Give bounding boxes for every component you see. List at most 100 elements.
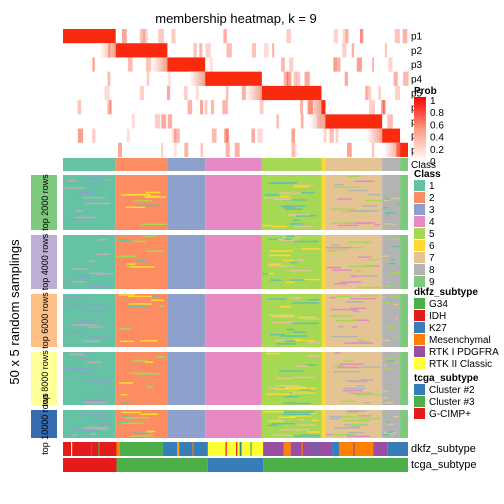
class-legend-swatch <box>414 228 425 239</box>
sampling-noise <box>384 433 393 435</box>
sampling-noise <box>293 331 306 333</box>
sampling-noise <box>85 202 111 205</box>
sampling-noise <box>286 328 295 331</box>
prob-cell <box>107 100 112 115</box>
sampling-noise <box>386 390 392 392</box>
sampling-noise <box>70 218 90 220</box>
prob-cell <box>200 142 203 157</box>
sampling-noise <box>147 430 156 433</box>
prob-cell <box>104 85 110 101</box>
sampling-noise <box>98 359 105 361</box>
sampling-block-2 <box>115 235 168 289</box>
sampling-noise <box>116 255 137 258</box>
dkfz-bar-tick <box>90 442 93 456</box>
sampling-noise <box>272 316 296 318</box>
prob-cell <box>384 43 388 58</box>
prob-cell <box>174 128 180 143</box>
sampling-noise <box>393 303 399 306</box>
sampling-noise <box>293 185 310 188</box>
sampling-noise <box>386 214 389 217</box>
sampling-noise <box>334 352 341 354</box>
sampling-noise <box>137 204 161 207</box>
sampling-noise <box>364 402 370 404</box>
sampling-noise <box>391 266 394 269</box>
sampling-noise <box>124 206 145 209</box>
sampling-noise <box>276 343 297 345</box>
prob-cell <box>351 43 355 58</box>
sampling-noise <box>337 325 344 328</box>
prob-cell <box>365 85 368 101</box>
sampling-noise <box>79 263 102 265</box>
sampling-noise <box>118 294 135 296</box>
tcga-legend-label: G-CIMP+ <box>429 409 471 420</box>
sampling-noise <box>382 339 390 342</box>
prob-legend-tick: 0.4 <box>430 133 444 144</box>
sampling-noise <box>277 416 296 419</box>
sampling-noise <box>383 258 389 261</box>
dkfz-bar-tick <box>316 442 318 456</box>
sampling-noise <box>368 193 381 196</box>
sampling-noise <box>271 321 298 324</box>
sampling-noise <box>104 179 112 181</box>
prob-cell <box>109 100 112 115</box>
sampling-noise <box>343 419 370 422</box>
class-legend-swatch <box>414 204 425 215</box>
sampling-noise <box>334 282 348 285</box>
sampling-noise <box>390 284 394 286</box>
sampling-noise <box>328 249 346 251</box>
sampling-noise <box>357 256 372 258</box>
sampling-noise <box>88 285 110 287</box>
prob-cell <box>387 114 393 129</box>
prob-cell <box>365 85 372 101</box>
class-legend-label: 4 <box>429 217 435 228</box>
chart-title: membership heatmap, k = 9 <box>155 11 317 26</box>
prob-cell <box>174 142 177 157</box>
sampling-noise <box>360 379 374 381</box>
sampling-noise <box>307 298 320 301</box>
sampling-noise <box>352 310 360 312</box>
sampling-noise <box>277 238 285 241</box>
tcga-legend-swatch <box>414 396 425 407</box>
prob-cell <box>300 100 304 115</box>
prob-cell <box>183 85 188 101</box>
sampling-noise <box>390 271 400 274</box>
prob-cell <box>226 128 229 143</box>
sampling-noise <box>146 195 161 198</box>
sampling-noise <box>158 305 165 308</box>
prob-cell <box>281 57 285 72</box>
row-group-label-3: top 6000 rows <box>40 292 50 349</box>
dkfz-bar-tick <box>236 442 238 456</box>
class-annotation-label: Class <box>411 160 436 171</box>
prob-cell <box>372 142 375 157</box>
sampling-noise <box>325 246 351 249</box>
sampling-noise <box>387 431 394 434</box>
sampling-noise <box>341 246 363 249</box>
class-legend-swatch <box>414 192 425 203</box>
sampling-block-6 <box>321 352 326 405</box>
prob-cell <box>289 57 294 72</box>
class-legend-swatch <box>414 240 425 251</box>
sampling-noise <box>305 364 317 366</box>
sampling-noise <box>82 399 107 402</box>
prob-ramp-p5 <box>245 85 262 101</box>
sampling-noise <box>144 361 154 363</box>
sampling-noise <box>95 273 114 275</box>
prob-cell <box>337 57 341 72</box>
sampling-noise <box>291 322 319 325</box>
sampling-noise <box>155 356 166 358</box>
row-group-strip-4 <box>31 352 57 405</box>
sampling-noise <box>271 225 287 228</box>
sampling-noise <box>290 269 312 272</box>
sampling-noise <box>355 222 370 225</box>
sampling-noise <box>290 279 309 281</box>
sampling-noise <box>98 239 107 241</box>
sampling-noise <box>384 223 393 225</box>
sampling-noise <box>279 192 309 194</box>
prob-cell <box>257 128 263 143</box>
sampling-noise <box>74 322 92 324</box>
sampling-noise <box>67 179 77 182</box>
sampling-noise <box>282 206 296 209</box>
prob-cell <box>291 142 295 157</box>
sampling-block-1 <box>63 175 116 230</box>
